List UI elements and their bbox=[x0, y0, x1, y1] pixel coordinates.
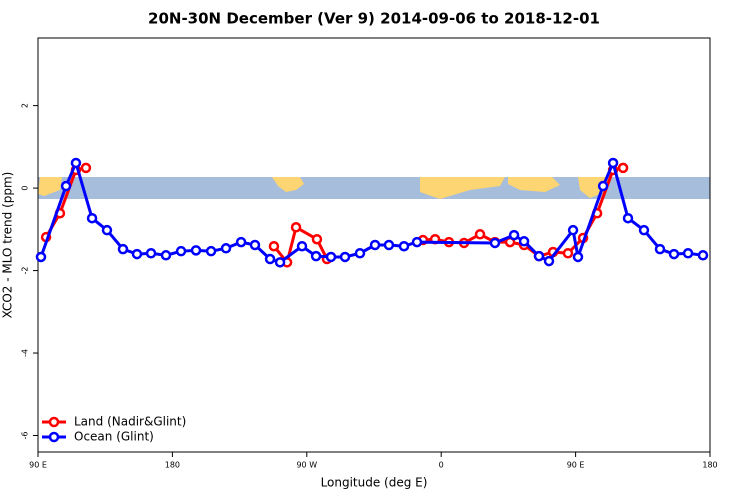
data-point bbox=[274, 257, 286, 268]
x-axis-label: Longitude (deg E) bbox=[321, 476, 428, 490]
data-point bbox=[190, 245, 202, 256]
data-point bbox=[249, 239, 261, 251]
data-point bbox=[607, 157, 619, 169]
x-tick-label: 90 W bbox=[296, 461, 317, 470]
data-point bbox=[597, 180, 609, 192]
x-tick-label: 90 E bbox=[29, 461, 47, 470]
data-point bbox=[622, 212, 634, 224]
x-tick-label: 0 bbox=[439, 461, 444, 470]
y-tick-label: -2 bbox=[21, 267, 30, 275]
chart-title: 20N-30N December (Ver 9) 2014-09-06 to 2… bbox=[148, 10, 600, 28]
data-point bbox=[205, 245, 217, 257]
data-point bbox=[508, 229, 520, 241]
data-point bbox=[572, 251, 584, 263]
data-point bbox=[220, 243, 232, 254]
data-point bbox=[310, 250, 322, 262]
y-tick-label: 0 bbox=[21, 186, 30, 191]
data-point bbox=[117, 243, 129, 255]
data-point bbox=[638, 224, 650, 236]
data-point bbox=[543, 255, 555, 267]
legend-marker bbox=[48, 416, 60, 428]
data-point bbox=[518, 236, 530, 247]
data-point bbox=[533, 250, 545, 262]
data-point bbox=[80, 162, 92, 174]
data-point bbox=[474, 229, 486, 240]
data-point bbox=[654, 243, 666, 255]
data-point bbox=[60, 180, 72, 192]
data-point bbox=[264, 253, 276, 265]
data-point bbox=[175, 245, 187, 257]
legend-label: Ocean (Glint) bbox=[74, 430, 154, 444]
data-point bbox=[339, 251, 351, 263]
x-tick-label: 90 E bbox=[567, 461, 585, 470]
data-point bbox=[567, 224, 579, 236]
data-point bbox=[70, 157, 82, 169]
data-point bbox=[145, 247, 157, 259]
legend-marker bbox=[48, 431, 60, 443]
data-point bbox=[311, 233, 323, 245]
data-point bbox=[35, 251, 47, 263]
data-point bbox=[131, 248, 143, 260]
legend-label: Land (Nadir&Glint) bbox=[74, 415, 186, 429]
x-tick-label: 180 bbox=[165, 461, 180, 470]
data-point bbox=[86, 212, 98, 224]
data-point bbox=[562, 247, 574, 259]
map-strip bbox=[38, 177, 710, 199]
data-point bbox=[617, 162, 629, 174]
data-point bbox=[296, 240, 308, 252]
data-point bbox=[369, 239, 381, 251]
plot-frame bbox=[37, 37, 711, 453]
data-point bbox=[411, 236, 423, 248]
y-tick-label: 2 bbox=[21, 103, 30, 108]
data-point bbox=[668, 248, 680, 260]
data-point bbox=[682, 247, 694, 259]
y-tick-label: -4 bbox=[21, 349, 30, 357]
data-point bbox=[268, 240, 280, 252]
data-point bbox=[235, 236, 247, 248]
data-point bbox=[101, 224, 113, 236]
data-point bbox=[489, 237, 501, 249]
data-point bbox=[290, 222, 302, 233]
y-tick-label: -6 bbox=[21, 432, 30, 440]
data-point bbox=[398, 240, 410, 252]
data-point bbox=[160, 250, 172, 261]
data-point bbox=[325, 251, 337, 263]
data-point bbox=[383, 239, 395, 251]
data-point bbox=[354, 247, 366, 259]
data-point bbox=[697, 250, 709, 261]
x-tick-label: 180 bbox=[702, 461, 717, 470]
y-axis-label: XCO2 - MLO trend (ppm) bbox=[1, 172, 15, 319]
